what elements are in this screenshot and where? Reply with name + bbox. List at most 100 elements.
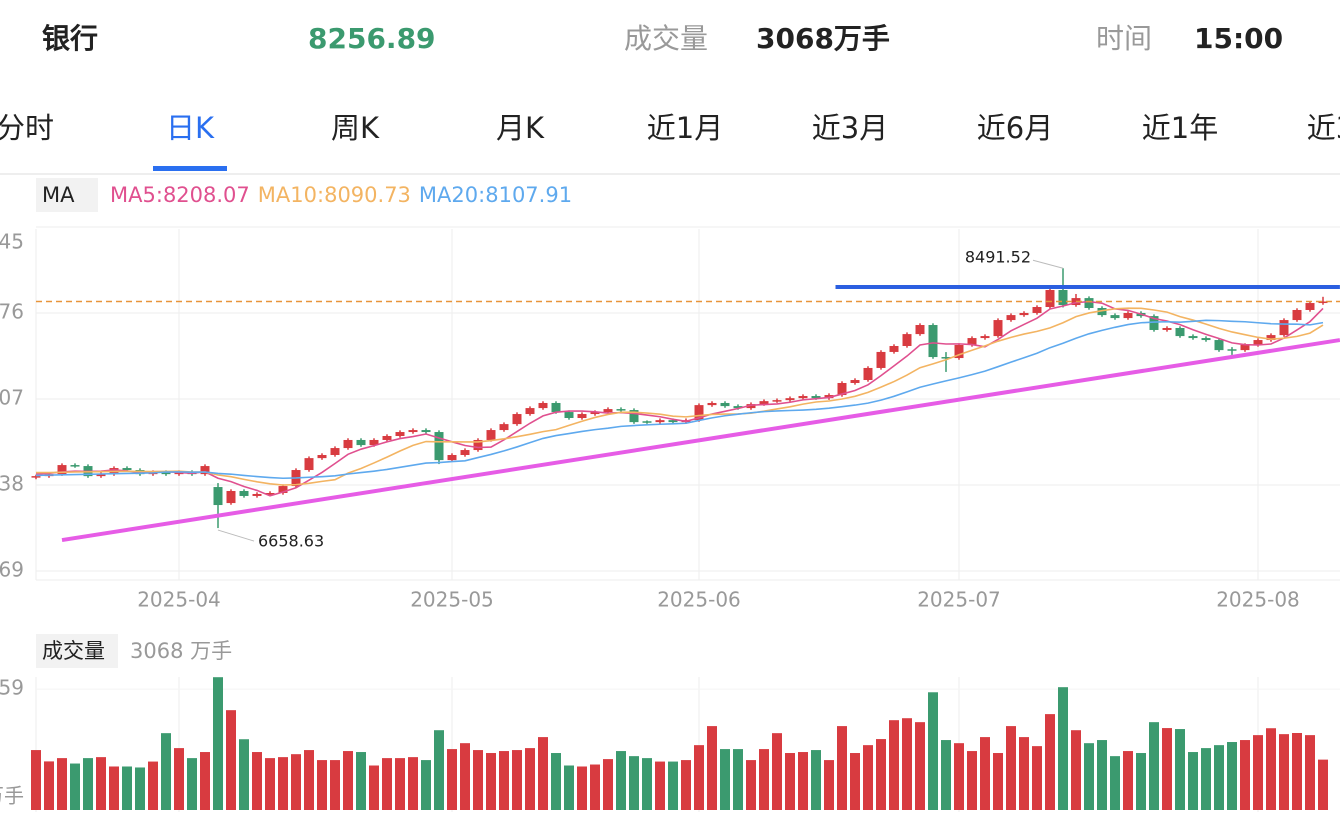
volume-bar — [486, 753, 496, 810]
volume-bar — [239, 739, 249, 810]
volume-bar — [96, 757, 106, 810]
candle-body — [239, 491, 249, 496]
volume-bar — [1123, 751, 1133, 810]
candle-body — [434, 432, 444, 461]
volume-bar — [980, 737, 990, 810]
tab[interactable]: 近3年 — [1307, 111, 1340, 145]
candle-body — [655, 420, 665, 423]
volume-bar — [1214, 745, 1224, 810]
candle-body — [551, 402, 561, 413]
volume-bar — [109, 766, 119, 810]
tab[interactable]: 日K — [166, 111, 215, 145]
candle-body — [1006, 315, 1016, 321]
candle-body — [798, 396, 808, 399]
candle-body — [1162, 327, 1172, 330]
tab[interactable]: 分时 — [0, 111, 54, 145]
x-tick-label: 2025-05 — [410, 588, 494, 612]
candle-body — [733, 406, 743, 409]
legend-separator: : — [478, 183, 485, 207]
candle-body — [915, 325, 925, 335]
candle-body — [1240, 345, 1250, 351]
candle-body — [759, 401, 769, 405]
volume-bar — [1253, 735, 1263, 810]
legend-value: 8208.07 — [163, 183, 250, 207]
volume-bar — [304, 750, 314, 810]
volume-bar — [1110, 756, 1120, 810]
volume-bar — [967, 751, 977, 810]
volume-bar — [954, 743, 964, 810]
candle-body — [824, 395, 834, 399]
volume-bar — [213, 677, 223, 810]
volume-bar — [720, 749, 730, 810]
volume-bar — [161, 733, 171, 810]
candle-body — [928, 325, 938, 358]
candle-body — [200, 466, 210, 475]
volume-bar — [837, 726, 847, 810]
legend-value: 8090.73 — [324, 183, 411, 207]
tab[interactable]: 周K — [331, 111, 380, 145]
volume-bar — [70, 763, 80, 810]
volume-bar — [551, 753, 561, 810]
candle-body — [707, 402, 717, 406]
volume-bar — [772, 733, 782, 810]
volume-bar — [941, 740, 951, 810]
tab[interactable]: 近1年 — [1142, 111, 1218, 145]
volume-bar — [681, 760, 691, 810]
candle-body — [161, 472, 171, 475]
candle-body — [1201, 338, 1211, 341]
candle-body — [226, 491, 236, 504]
candle-body — [330, 448, 340, 456]
candle-body — [447, 455, 457, 461]
volume-bar — [785, 753, 795, 810]
candle-body — [1149, 316, 1159, 330]
candle-body — [980, 336, 990, 339]
candle-body — [616, 409, 626, 411]
index-name: 银行 — [42, 22, 98, 55]
candle-body — [837, 382, 847, 396]
volume-bar — [83, 758, 93, 810]
tab[interactable]: 近3月 — [812, 111, 888, 145]
candle-body — [1292, 309, 1302, 321]
volume-bar — [278, 757, 288, 810]
volume-bar — [1318, 759, 1328, 810]
candle-body — [1045, 290, 1055, 308]
tab[interactable]: 近6月 — [977, 111, 1053, 145]
volume-bar — [148, 761, 158, 810]
candle-body — [941, 357, 951, 359]
volume-bar — [1058, 687, 1068, 810]
y-tick-label: 6962.38 — [0, 472, 24, 496]
candle-body — [720, 402, 730, 407]
legend-entry: MA5:8208.07 — [110, 183, 250, 207]
volume-bar — [395, 758, 405, 810]
candle-body — [252, 493, 262, 496]
candle-body — [57, 465, 67, 475]
volume-bar — [1188, 752, 1198, 810]
volume-bar — [993, 753, 1003, 810]
volume-bar — [1305, 735, 1315, 810]
volume-bar — [1006, 726, 1016, 810]
volume-bar — [577, 766, 587, 810]
tab[interactable]: 月K — [496, 111, 545, 145]
volume-bar — [1045, 714, 1055, 810]
candle-body — [1305, 303, 1315, 310]
volume-unit: 万手 — [0, 784, 24, 808]
candle-body — [1188, 336, 1198, 339]
candle-body — [811, 396, 821, 399]
tab[interactable]: 近1月 — [647, 111, 723, 145]
volume-bar — [187, 758, 197, 810]
tab-underline — [153, 166, 227, 171]
volume-bar — [1175, 729, 1185, 810]
candle-body — [70, 465, 80, 467]
candle-body — [1019, 312, 1029, 316]
volume-bar — [1084, 743, 1094, 810]
x-tick-label: 2025-06 — [657, 588, 741, 612]
volume-bar — [31, 750, 41, 810]
candle-body — [785, 398, 795, 401]
ma-label: MA — [42, 183, 75, 207]
legend-entry: MA10:8090.73 — [258, 183, 411, 207]
volume-bar — [668, 761, 678, 810]
y-tick-label: 8782.45 — [0, 230, 24, 254]
volume-bar — [135, 767, 145, 810]
legend-separator: : — [317, 183, 324, 207]
candle-body — [1253, 340, 1263, 346]
